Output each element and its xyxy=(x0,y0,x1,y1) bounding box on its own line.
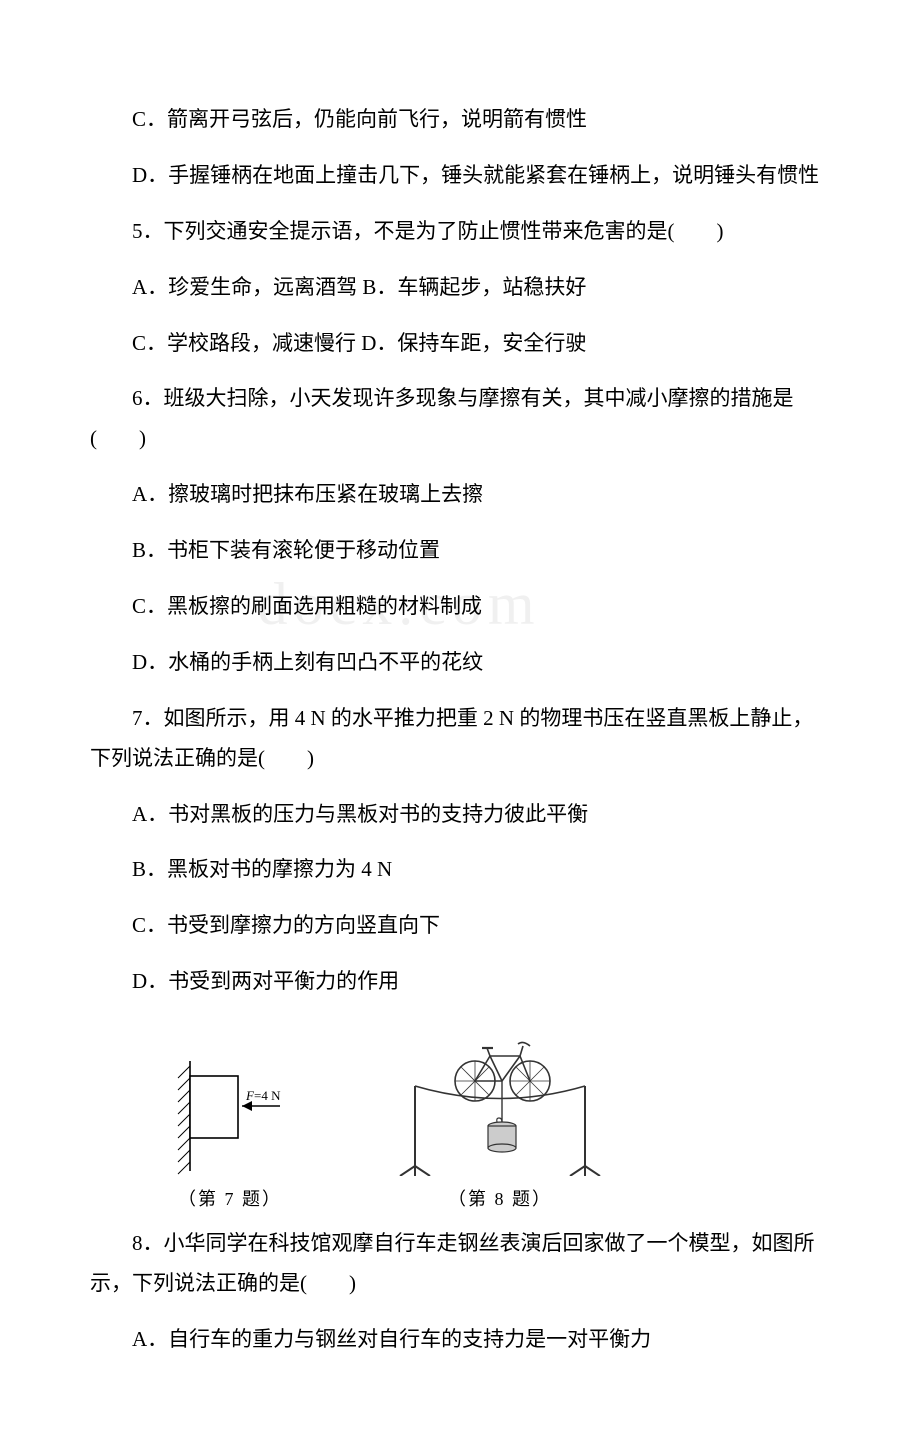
question-8: 8．小华同学在科技馆观摩自行车走钢丝表演后回家做了一个模型，如图所示，下列说法正… xyxy=(90,1224,830,1304)
q7-option-b: B．黑板对书的摩擦力为 4 N xyxy=(90,850,830,890)
question-7: 7．如图所示，用 4 N 的水平推力把重 2 N 的物理书压在竖直黑板上静止，下… xyxy=(90,699,830,779)
question-6: 6．班级大扫除，小天发现许多现象与摩擦有关，其中减小摩擦的措施是( ) xyxy=(90,379,830,459)
q7-option-a: A．书对黑板的压力与黑板对书的支持力彼此平衡 xyxy=(90,795,830,835)
prev-option-c: C．箭离开弓弦后，仍能向前飞行，说明箭有惯性 xyxy=(90,100,830,140)
figure-8-caption: （第 8 题） xyxy=(448,1182,552,1216)
figure-7-block: F =4 N （第 7 题） xyxy=(170,1056,290,1216)
q6-option-d: D．水桶的手柄上刻有凹凸不平的花纹 xyxy=(90,643,830,683)
question-5: 5．下列交通安全提示语，不是为了防止惯性带来危害的是( ) xyxy=(90,212,830,252)
q8-option-a: A．自行车的重力与钢丝对自行车的支持力是一对平衡力 xyxy=(90,1320,830,1360)
q7-option-d: D．书受到两对平衡力的作用 xyxy=(90,962,830,1002)
figure-row: F =4 N （第 7 题） xyxy=(170,1026,830,1216)
figure-7-caption: （第 7 题） xyxy=(178,1182,282,1216)
prev-option-d: D．手握锤柄在地面上撞击几下，锤头就能紧套在锤柄上，说明锤头有惯性 xyxy=(90,156,830,196)
q6-option-c: C．黑板擦的刷面选用粗糙的材料制成 xyxy=(90,587,830,627)
q7-option-c: C．书受到摩擦力的方向竖直向下 xyxy=(90,906,830,946)
document-content: C．箭离开弓弦后，仍能向前飞行，说明箭有惯性 D．手握锤柄在地面上撞击几下，锤头… xyxy=(90,100,830,1360)
q5-options-cd: C．学校路段，减速慢行 D．保持车距，安全行驶 xyxy=(90,324,830,364)
figure-8-block: （第 8 题） xyxy=(390,1026,610,1216)
q6-option-a: A．擦玻璃时把抹布压紧在玻璃上去擦 xyxy=(90,475,830,515)
figure-8-diagram xyxy=(390,1026,610,1176)
q5-options-ab: A．珍爱生命，远离酒驾 B．车辆起步，站稳扶好 xyxy=(90,268,830,308)
figure-7-diagram: F =4 N xyxy=(170,1056,290,1176)
q6-option-b: B．书柜下装有滚轮便于移动位置 xyxy=(90,531,830,571)
svg-text:=4 N: =4 N xyxy=(254,1088,281,1103)
